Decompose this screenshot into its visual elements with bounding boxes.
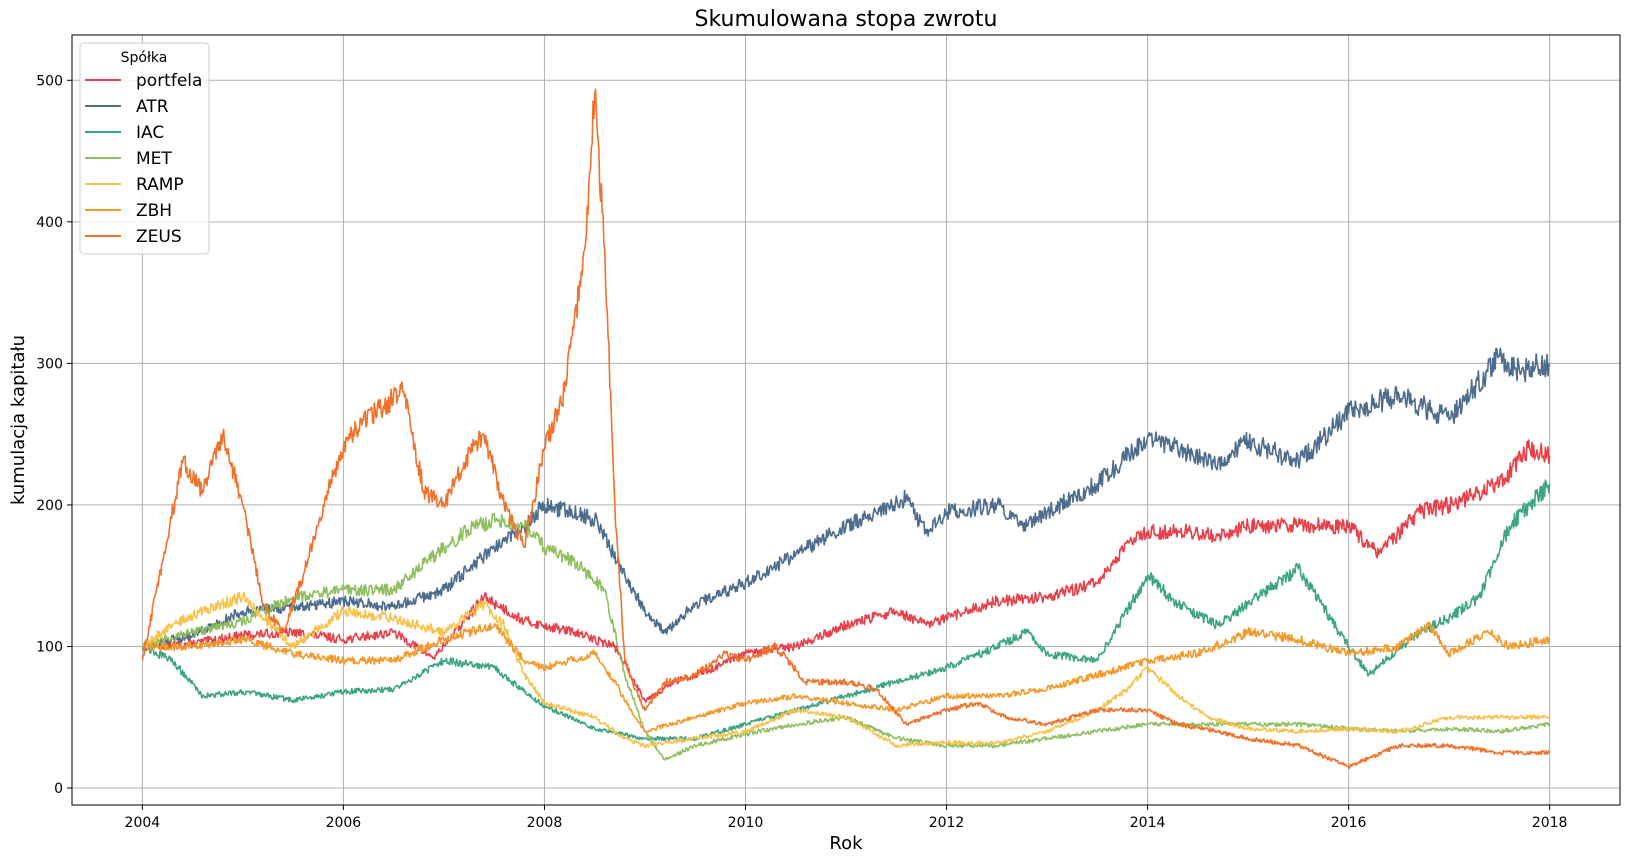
- y-tick-label: 500: [36, 73, 63, 89]
- y-tick-label: 200: [36, 498, 63, 514]
- x-tick-label: 2016: [1331, 815, 1367, 831]
- x-axis-label: Rok: [829, 833, 863, 854]
- x-tick-label: 2012: [929, 815, 965, 831]
- y-tick-label: 0: [54, 781, 63, 797]
- plot-frame: [71, 34, 1621, 806]
- legend-label-iac: IAC: [136, 123, 164, 143]
- grid: [72, 35, 1620, 805]
- series-line-ramp: [141, 591, 1550, 749]
- y-axis-ticks: 0 100 200 300 400 500: [36, 73, 72, 797]
- x-tick-label: 2004: [125, 815, 161, 831]
- series-line-portfela: [141, 439, 1551, 703]
- legend-label-portfela: portfela: [136, 71, 202, 91]
- series-line-atr: [141, 347, 1551, 649]
- legend-label-met: MET: [136, 149, 172, 169]
- x-axis-ticks: 2004 2006 2008 2010 2012 2014 2016 2018: [125, 805, 1568, 831]
- y-tick-label: 300: [36, 356, 63, 372]
- legend-label-atr: ATR: [136, 97, 169, 117]
- legend-label-ramp: RAMP: [136, 175, 184, 195]
- legend-items: portfela ATR IAC MET RAMP ZBH ZEUS: [85, 71, 202, 247]
- x-tick-label: 2006: [326, 815, 362, 831]
- x-tick-label: 2010: [728, 815, 764, 831]
- series-layer: [141, 88, 1551, 770]
- series-line-iac: [141, 479, 1551, 742]
- legend-label-zbh: ZBH: [136, 201, 172, 221]
- series-line-zbh: [141, 621, 1551, 734]
- legend-box: [79, 42, 210, 255]
- legend: Spółka portfela ATR IAC MET RAMP ZBH ZEUS: [79, 42, 210, 255]
- series-line-zeus: [141, 88, 1551, 770]
- legend-title: Spółka: [121, 50, 168, 66]
- y-tick-label: 100: [36, 639, 63, 655]
- y-tick-label: 400: [36, 215, 63, 231]
- x-tick-label: 2014: [1130, 815, 1166, 831]
- x-tick-label: 2008: [527, 815, 563, 831]
- chart-title: Skumulowana stopa zwrotu: [695, 7, 998, 32]
- y-axis-label: kumulacja kapitału: [8, 335, 29, 505]
- legend-label-zeus: ZEUS: [136, 227, 182, 247]
- x-tick-label: 2018: [1532, 815, 1568, 831]
